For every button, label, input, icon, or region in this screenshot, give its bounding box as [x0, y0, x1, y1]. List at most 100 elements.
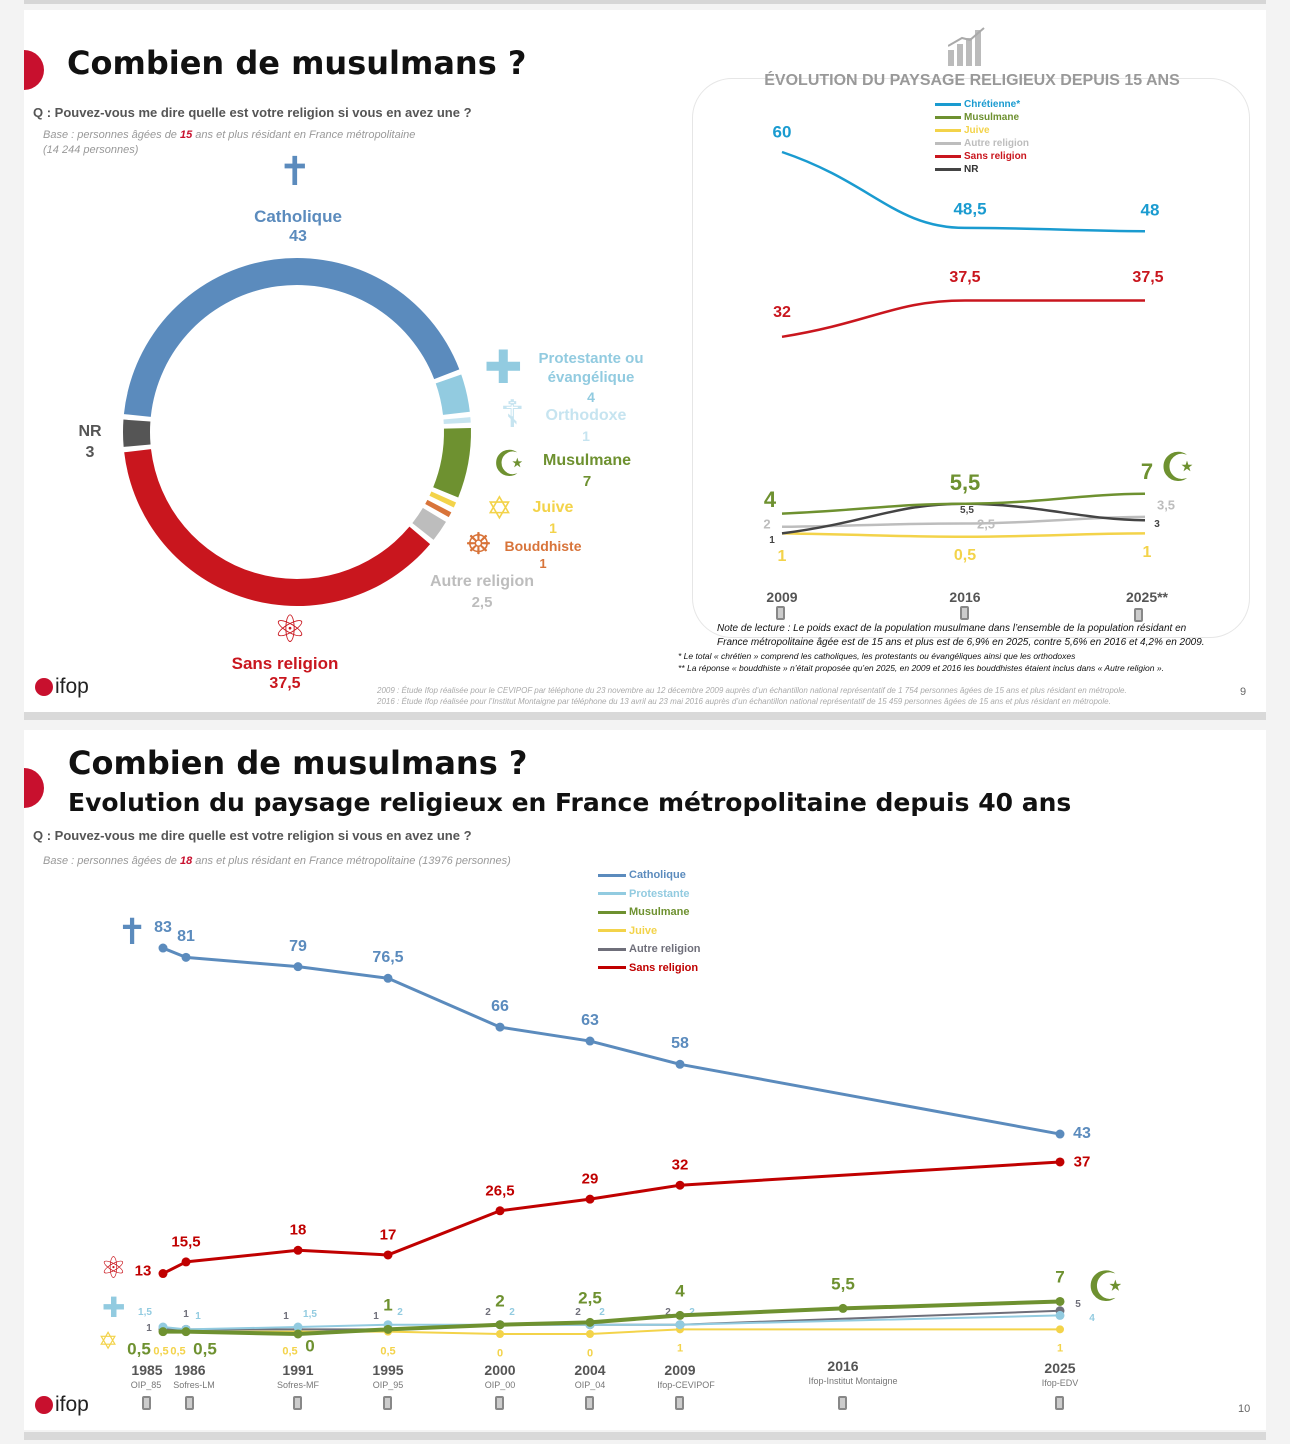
label-nr: NR: [78, 423, 102, 440]
data-label: 1: [373, 1311, 379, 1323]
label-musulmane: Musulmane: [542, 452, 631, 469]
data-label: 29: [581, 1170, 599, 1188]
year-label: 2025: [1044, 1360, 1076, 1376]
orthodox-cross-icon: ☦: [500, 394, 525, 436]
data-label: 83: [154, 919, 172, 937]
page-number: 9: [1240, 686, 1247, 698]
legend-item: NR: [935, 164, 978, 175]
legend-swatch: [598, 966, 626, 969]
slide-divider: [24, 1432, 1266, 1440]
data-label: 1: [383, 1295, 393, 1315]
legend-item: Protestante: [598, 888, 690, 900]
data-label: 2: [575, 1306, 581, 1318]
source-label: OIP_85: [130, 1380, 162, 1390]
source-label: Ifop-Institut Montaigne: [808, 1376, 898, 1386]
legend-swatch: [598, 873, 626, 877]
value-nr: 3: [85, 444, 95, 461]
evolution-title: ÉVOLUTION DU PAYSAGE RELIGIEUX DEPUIS 15…: [764, 72, 1180, 89]
year-label: 1995: [372, 1362, 404, 1378]
legend-label: Musulmane: [964, 112, 1020, 123]
data-label: 32: [671, 1156, 689, 1174]
slide1-question: Q : Pouvez-vous me dire quelle est votre…: [33, 105, 472, 120]
legend-label: Autre religion: [629, 943, 701, 955]
data-label: 2,5: [976, 516, 996, 532]
legend-label: Autre religion: [964, 138, 1030, 149]
crescent-icon: ☪: [493, 443, 526, 484]
legend-swatch: [935, 129, 961, 132]
ifop-logo: ifop: [35, 1393, 89, 1417]
footnote-1: * Le total « chrétien » comprend les cat…: [678, 651, 1076, 661]
year-label: 1985: [131, 1362, 163, 1378]
data-label: 2: [665, 1306, 671, 1318]
legend-item: Juive: [935, 125, 990, 136]
value-juive: 1: [549, 520, 557, 536]
data-label: 37,5: [949, 269, 981, 286]
data-label: 76,5: [372, 949, 404, 967]
label-autre: Autre religion: [429, 573, 534, 590]
phone-icon: [776, 606, 785, 620]
slide1-base-count: (14 244 personnes): [43, 144, 139, 156]
phone-icon: [1134, 608, 1143, 622]
data-label: 0: [305, 1336, 315, 1356]
data-label: 63: [581, 1012, 599, 1030]
source-label: OIP_04: [574, 1380, 606, 1390]
data-label: 0: [496, 1347, 504, 1360]
data-label: 1,5: [303, 1309, 317, 1321]
data-label: 2: [689, 1306, 695, 1318]
data-label: 37: [1073, 1153, 1091, 1171]
data-label: 2: [485, 1306, 491, 1318]
value-autre: 2,5: [471, 594, 493, 611]
value-musulmane: 7: [582, 473, 592, 490]
source-label: OIP_95: [372, 1380, 404, 1390]
legend-swatch: [935, 116, 961, 119]
year-label: 1986: [174, 1362, 206, 1378]
data-label: 0,5: [953, 547, 977, 564]
bar-chart-icon: [948, 27, 985, 66]
legend-label: Catholique: [629, 869, 686, 881]
slide2-question: Q : Pouvez-vous me dire quelle est votre…: [33, 828, 472, 843]
phone-icon: [293, 1396, 302, 1410]
year-label: 2000: [484, 1362, 516, 1378]
ifop-logo: ifop: [35, 675, 89, 699]
value-protestante: 4: [587, 389, 595, 405]
data-label: 5,5: [949, 470, 981, 495]
legend-item: Catholique: [598, 869, 686, 881]
reading-note-1: Note de lecture : Le poids exact de la p…: [717, 623, 1187, 634]
data-label: 0,5: [170, 1345, 186, 1358]
label-catholique: Catholique: [254, 207, 342, 226]
year-2009: 2009: [766, 589, 798, 605]
data-label: 37,5: [1132, 269, 1164, 286]
legend-item: Autre religion: [935, 138, 1029, 149]
label-sans-religion: Sans religion: [231, 654, 339, 673]
year-2016: 2016: [949, 589, 981, 605]
source-label: Sofres-MF: [276, 1380, 319, 1390]
source-2009: 2009 : Étude Ifop réalisée pour le CEVIP…: [377, 686, 1127, 695]
legend-label: NR: [964, 164, 979, 175]
footnote-2: ** La réponse « bouddhiste » n’était pro…: [678, 663, 1164, 673]
source-2016: 2016 : Étude Ifop réalisée pour l’Instit…: [377, 697, 1111, 706]
legend-swatch: [598, 910, 626, 914]
phone-icon: [675, 1396, 684, 1410]
data-label: 2,5: [578, 1288, 602, 1308]
data-label: 0,5: [282, 1345, 298, 1358]
data-label: 4: [1089, 1313, 1095, 1325]
cross-icon: ✚: [102, 1292, 126, 1323]
data-label: 26,5: [485, 1182, 515, 1200]
legend-label: Sans religion: [964, 151, 1027, 162]
year-label: 2016: [827, 1358, 859, 1374]
dharma-wheel-icon: ☸: [465, 528, 492, 561]
legend-item: Musulmane: [935, 112, 1019, 123]
source-label: Ifop-EDV: [1041, 1378, 1079, 1388]
legend-label: Protestante: [629, 887, 690, 900]
value-sans-religion: 37,5: [269, 675, 301, 692]
value-bouddhiste: 1: [539, 556, 547, 571]
crescent-icon: ☪: [1160, 446, 1196, 490]
data-label: 1: [769, 535, 775, 546]
star-of-david-icon: ✡: [98, 1328, 119, 1355]
data-label: 7: [1140, 459, 1154, 484]
data-label: 79: [289, 937, 307, 955]
data-label: 2: [763, 516, 771, 532]
data-label: 1: [777, 548, 787, 565]
phone-icon: [185, 1396, 194, 1410]
data-label: 66: [491, 998, 509, 1016]
